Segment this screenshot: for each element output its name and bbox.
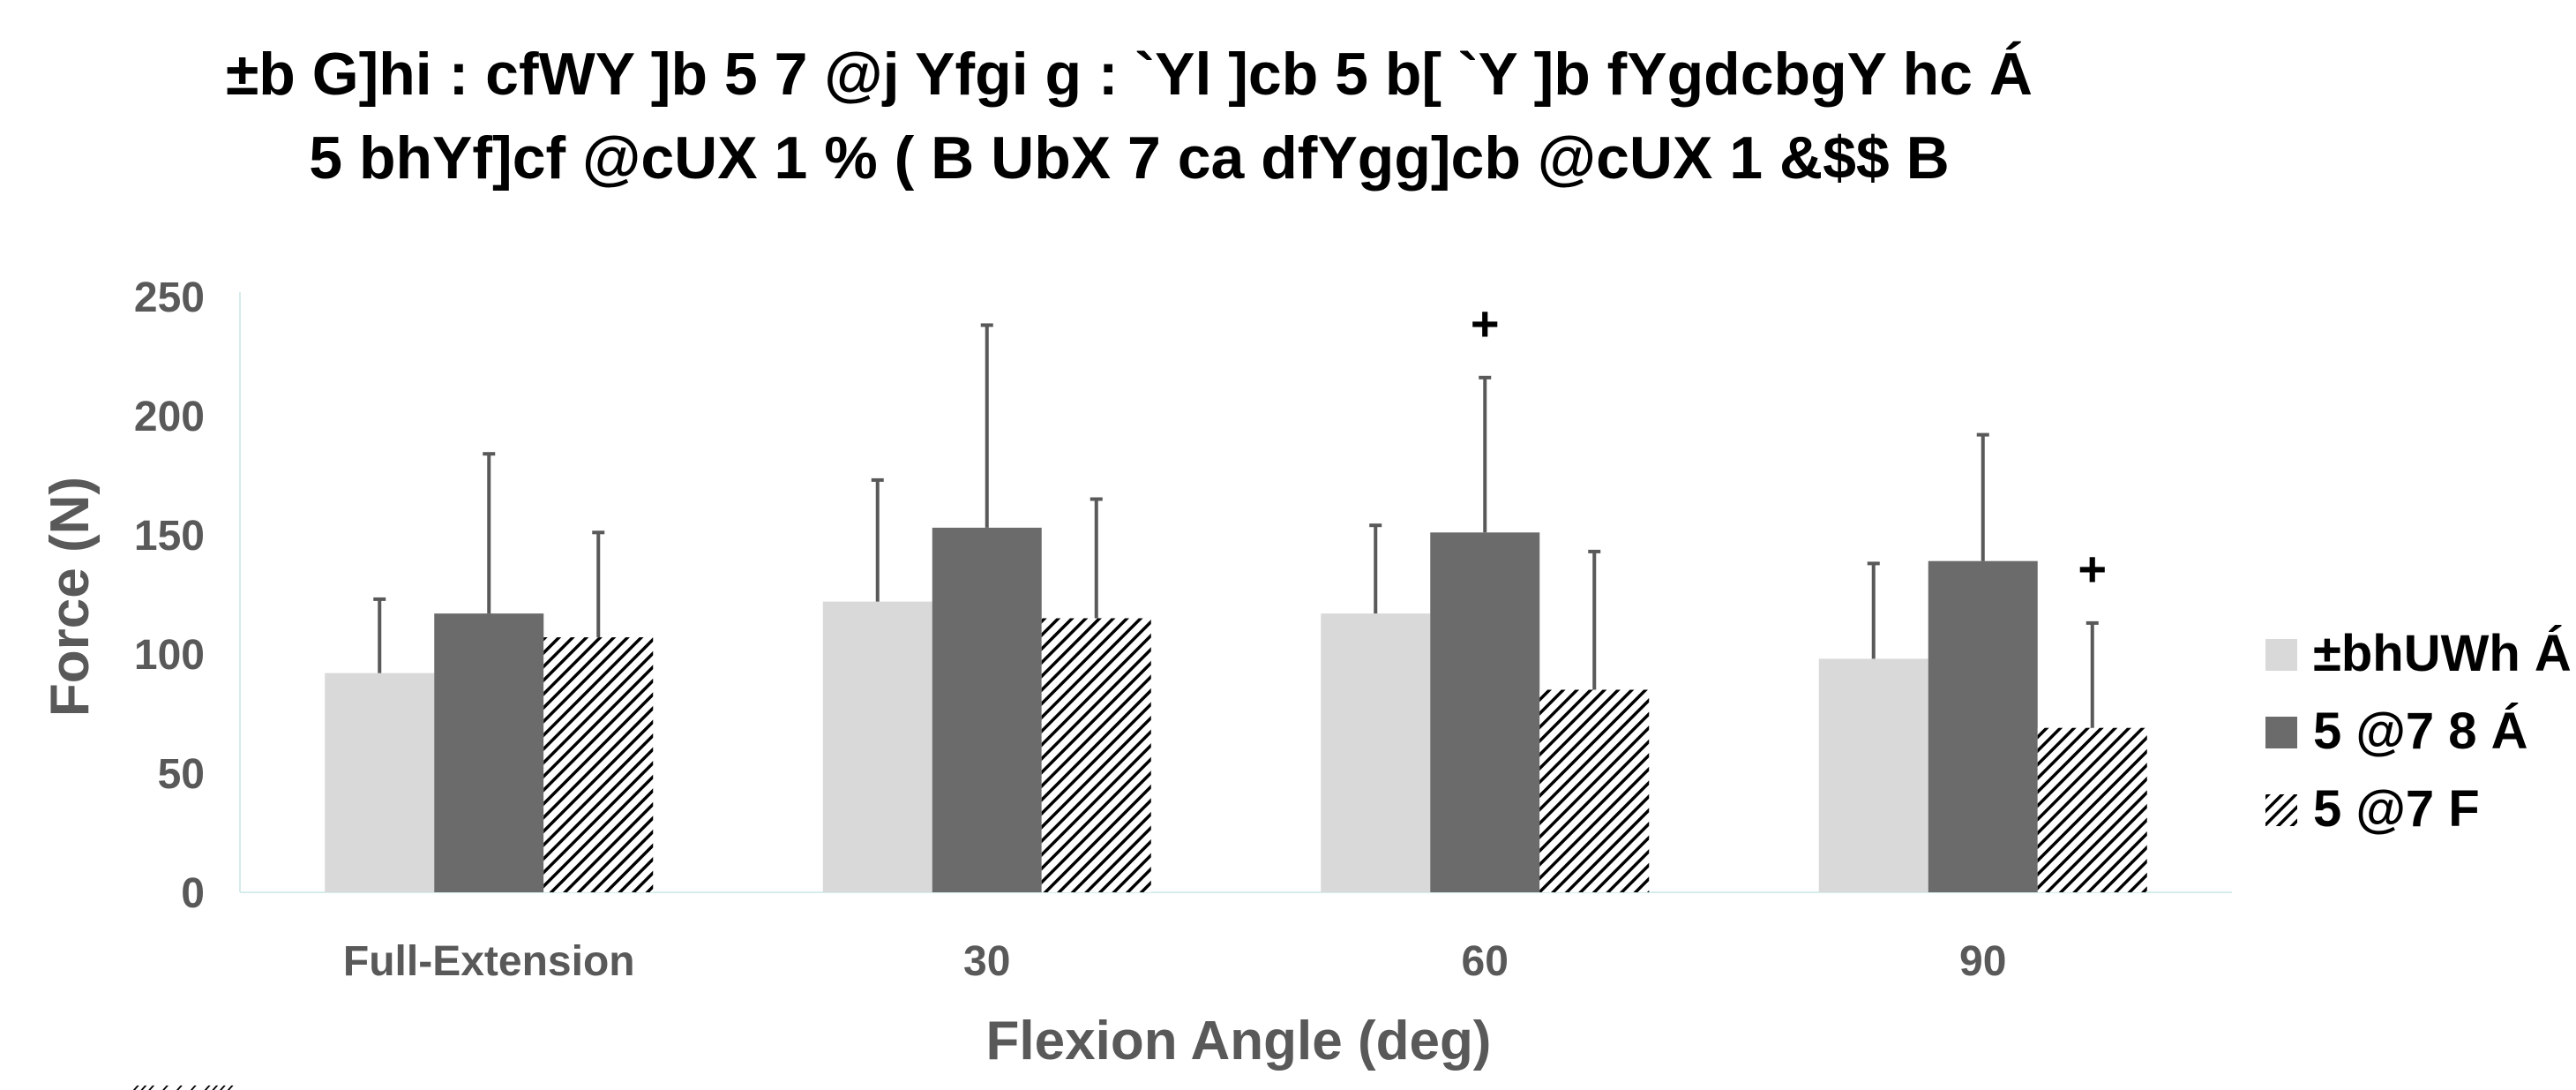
bar (1819, 658, 1928, 892)
legend-label: ±bhUWh Á (2313, 625, 2572, 682)
bar (2038, 728, 2147, 892)
bar (434, 613, 543, 892)
bar (1928, 561, 2038, 892)
y-tick-label: 100 (134, 632, 205, 679)
bar (823, 602, 932, 892)
x-axis-title: Flexion Angle (deg) (986, 1011, 1492, 1071)
significance-marker: + (2078, 541, 2107, 597)
x-tick-label: 30 (963, 938, 1010, 985)
x-tick-label: 90 (1959, 938, 2006, 985)
significance-marker: + (1471, 296, 1500, 351)
bar (1042, 619, 1151, 893)
bar (1321, 613, 1430, 892)
y-tick-label: 150 (134, 513, 205, 560)
y-tick-label: 250 (134, 274, 205, 321)
y-tick-label: 200 (134, 394, 205, 440)
bar (932, 528, 1042, 892)
legend-swatch (2265, 717, 2297, 748)
legend-swatch (2265, 639, 2297, 671)
bar (1539, 690, 1649, 893)
x-tick-label: Full-Extension (343, 938, 635, 985)
legend-label: 5 @7 F (2313, 780, 2480, 838)
legend-swatch (2265, 794, 2297, 826)
bar (1430, 532, 1539, 892)
y-tick-label: 0 (181, 870, 205, 917)
bar (325, 673, 434, 892)
legend-label: 5 @7 8 Á (2313, 703, 2528, 760)
footnote: ‹‹‹ ‹ ‹ ‹ ‹‹‹‹ (132, 1075, 234, 1090)
bar (543, 637, 653, 892)
y-tick-label: 50 (158, 751, 205, 798)
y-axis-title: Force (N) (40, 477, 101, 717)
x-tick-label: 60 (1462, 938, 1509, 985)
